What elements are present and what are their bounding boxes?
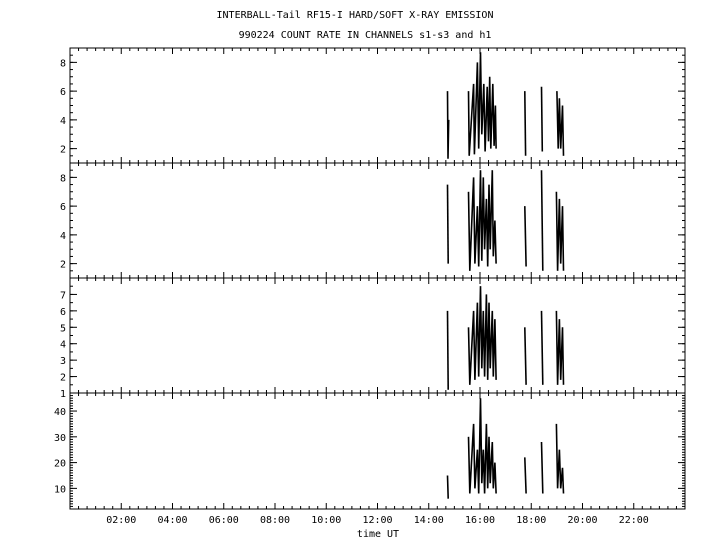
- series-line-h1: [524, 457, 527, 494]
- x-tick-label: 10:00: [311, 515, 341, 526]
- panel-s1: 2 4 6 8: [60, 47, 686, 164]
- x-tick-label: 02:00: [106, 515, 136, 526]
- series-line-h1: [467, 398, 497, 494]
- y-tick-label: 6: [60, 307, 66, 318]
- series-line-s2: [524, 206, 527, 267]
- series-line-h1: [540, 441, 544, 494]
- series-line-s3: [524, 327, 527, 385]
- y-tick-label: 4: [60, 231, 66, 242]
- y-tick-label: 2: [60, 373, 66, 384]
- series-line-s3: [446, 310, 449, 390]
- panel-frame: [69, 47, 686, 164]
- series-line-h1: [555, 423, 565, 494]
- series-line-h1: [446, 475, 449, 499]
- panel-s2: 2 4 6 8: [60, 162, 686, 279]
- x-tick-label: 20:00: [567, 515, 597, 526]
- series-line-s3: [540, 310, 544, 385]
- y-tick-label: 7: [60, 290, 66, 301]
- panel-frame: [69, 392, 686, 510]
- y-tick-label: 3: [60, 356, 66, 367]
- series-line-s2: [540, 170, 544, 271]
- series-line-s2: [446, 184, 449, 264]
- series-line-s1: [467, 52, 497, 156]
- x-tick-label: 04:00: [157, 515, 187, 526]
- panel-h1: 10 20 30 40: [54, 392, 686, 510]
- x-axis-label: time UT: [357, 529, 399, 540]
- panel-frame: [69, 162, 686, 279]
- x-tick-label: 16:00: [465, 515, 495, 526]
- y-tick-label: 30: [54, 433, 66, 444]
- y-tick-label: 8: [60, 173, 66, 184]
- series-line-s1: [524, 91, 527, 156]
- x-tick-label: 18:00: [516, 515, 546, 526]
- x-tick-label: 22:00: [619, 515, 649, 526]
- y-tick-label: 6: [60, 87, 66, 98]
- y-tick-label: 40: [54, 407, 66, 418]
- y-tick-label: 4: [60, 116, 66, 127]
- chart-subtitle: 990224 COUNT RATE IN CHANNELS s1-s3 and …: [239, 30, 492, 41]
- panel-frame: [69, 277, 686, 394]
- chart-panels: 2 4 6 8 2 4 6 8 1 2 3 4 5 6 7 10 20 30 40: [54, 47, 686, 510]
- x-tick-label: 12:00: [362, 515, 392, 526]
- series-line-s3: [467, 286, 497, 385]
- x-tick-label: 14:00: [414, 515, 444, 526]
- series-line-s1: [446, 91, 450, 159]
- x-axis: 02:00 04:00 06:00 08:00 10:00 12:00 14:00 16:00…: [106, 515, 649, 526]
- y-tick-label: 20: [54, 459, 66, 470]
- y-tick-label: 2: [60, 145, 66, 156]
- x-tick-label: 06:00: [209, 515, 239, 526]
- series-line-s3: [555, 310, 565, 385]
- chart-title: INTERBALL-Tail RF15-I HARD/SOFT X-RAY EM…: [217, 10, 494, 21]
- y-tick-label: 4: [60, 340, 66, 351]
- series-line-s1: [556, 91, 565, 156]
- y-tick-label: 6: [60, 202, 66, 213]
- y-tick-label: 2: [60, 260, 66, 271]
- series-line-s2: [467, 170, 497, 271]
- series-line-s1: [540, 86, 544, 152]
- panel-s3: 1 2 3 4 5 6 7: [60, 277, 686, 400]
- y-tick-label: 5: [60, 323, 66, 334]
- x-tick-label: 08:00: [260, 515, 290, 526]
- y-tick-label: 1: [60, 389, 66, 400]
- y-tick-label: 8: [60, 58, 66, 69]
- y-tick-label: 10: [54, 484, 66, 495]
- series-line-s2: [555, 191, 565, 271]
